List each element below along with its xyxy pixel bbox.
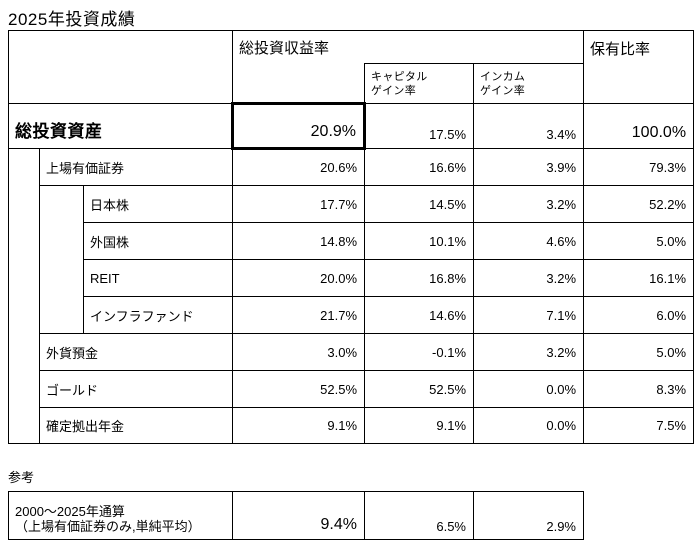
indent-spacer-level2 xyxy=(39,185,84,334)
income-gain-label-line2: ゲイン率 xyxy=(480,84,525,97)
header-cell-total-return: 総投資収益率 xyxy=(232,30,585,64)
cell-total-return-value: 20.0% xyxy=(232,259,366,297)
table-row-reit: REIT 20.0% 16.8% 3.2% 16.1% xyxy=(9,259,695,297)
page-title: 2025年投資成績 xyxy=(8,10,136,29)
cell-total-return-value: 21.7% xyxy=(232,296,366,334)
cell-label: 日本株 xyxy=(82,185,234,223)
header-cell-empty xyxy=(7,30,234,104)
table-row-listed-securities: 上場有価証券 20.6% 16.6% 3.9% 79.3% xyxy=(8,148,695,444)
header-cell-income-gain: インカム ゲイン率 xyxy=(473,63,585,104)
header-cell-holding-ratio: 保有比率 xyxy=(583,30,695,104)
table-row-foreign-stocks: 外国株 14.8% 10.1% 4.6% 5.0% xyxy=(9,222,695,260)
capital-gain-label-line2: ゲイン率 xyxy=(371,84,416,97)
reference-heading: 参考 xyxy=(8,470,35,485)
cell-holding-ratio-value: 52.2% xyxy=(583,185,695,223)
cell-holding-ratio-value: 16.1% xyxy=(583,259,695,297)
cell-label: 外国株 xyxy=(82,222,234,260)
cell-capital-gain-value: 16.8% xyxy=(364,259,475,297)
cell-label: 確定拠出年金 xyxy=(38,407,234,444)
table-row-gold: ゴールド 52.5% 52.5% 0.0% 8.3% xyxy=(9,370,695,408)
header-row-1: 総投資収益率 保有比率 xyxy=(7,30,695,104)
cell-income-gain-value: 3.2% xyxy=(473,185,585,223)
reference-capital-gain-value: 6.5% xyxy=(364,491,474,540)
reference-row: 2000〜2025年通算 （上場有価証券のみ,単純平均） 9.4% 6.5% 2… xyxy=(8,491,584,540)
table-row-japanese-stocks: 日本株 17.7% 14.5% 3.2% 52.2% xyxy=(9,185,695,334)
cell-holding-ratio-value: 5.0% xyxy=(583,222,695,260)
cell-total-return-value: 52.5% xyxy=(232,370,366,408)
table-row-defined-contribution-pension: 確定拠出年金 9.1% 9.1% 0.0% 7.5% xyxy=(9,407,695,444)
indent-spacer-level1 xyxy=(8,148,40,444)
cell-total-return-value: 20.6% xyxy=(232,148,366,186)
cell-capital-gain-value: 14.5% xyxy=(364,185,475,223)
cell-total-return-value: 20.9% xyxy=(231,102,367,150)
cell-capital-gain-value: 16.6% xyxy=(364,148,475,186)
reference-label-line2: （上場有価証券のみ,単純平均） xyxy=(15,519,201,534)
cell-capital-gain-value: 10.1% xyxy=(364,222,475,260)
table-row-foreign-currency-deposits: 外貨預金 3.0% -0.1% 3.2% 5.0% xyxy=(9,333,695,371)
cell-total-return-value: 9.1% xyxy=(232,407,366,444)
cell-label: 上場有価証券 xyxy=(38,148,234,186)
cell-capital-gain-value: 52.5% xyxy=(364,370,475,408)
cell-holding-ratio-value: 8.3% xyxy=(583,370,695,408)
cell-income-gain-value: 3.2% xyxy=(473,333,585,371)
cell-capital-gain-value: 9.1% xyxy=(364,407,475,444)
reference-total-return-value: 9.4% xyxy=(232,491,365,540)
header-cell-total-return-sub xyxy=(232,63,366,104)
income-gain-label-line1: インカム xyxy=(480,70,526,83)
cell-label: ゴールド xyxy=(38,370,234,408)
cell-label: 外貨預金 xyxy=(38,333,234,371)
cell-income-gain-value: 3.4% xyxy=(473,103,585,149)
cell-income-gain-value: 7.1% xyxy=(473,296,585,334)
cell-capital-gain-value: 17.5% xyxy=(364,103,475,149)
reference-table: 2000〜2025年通算 （上場有価証券のみ,単純平均） 9.4% 6.5% 2… xyxy=(8,491,584,540)
cell-capital-gain-value: 14.6% xyxy=(364,296,475,334)
cell-total-return-value: 3.0% xyxy=(232,333,366,371)
cell-holding-ratio-value: 100.0% xyxy=(583,103,695,149)
reference-income-gain-value: 2.9% xyxy=(473,491,584,540)
cell-holding-ratio-value: 7.5% xyxy=(583,407,695,444)
reference-label: 2000〜2025年通算 （上場有価証券のみ,単純平均） xyxy=(8,491,233,540)
investment-results-table: 総投資収益率 保有比率 キャピタル ゲイン率 インカム ゲイン率 総投資資産 2… xyxy=(7,30,695,444)
cell-total-return-value: 17.7% xyxy=(232,185,366,223)
header-cell-capital-gain: キャピタル ゲイン率 xyxy=(364,63,475,104)
table-row-infrastructure-fund: インフラファンド 21.7% 14.6% 7.1% 6.0% xyxy=(9,296,695,334)
cell-capital-gain-value: -0.1% xyxy=(364,333,475,371)
reference-label-line1: 2000〜2025年通算 xyxy=(15,504,125,519)
cell-total-return-value: 14.8% xyxy=(232,222,366,260)
cell-label: 総投資資産 xyxy=(7,103,234,149)
cell-income-gain-value: 3.2% xyxy=(473,259,585,297)
table-row-total-assets: 総投資資産 20.9% 17.5% 3.4% 100.0% xyxy=(7,102,695,150)
cell-income-gain-value: 0.0% xyxy=(473,370,585,408)
cell-income-gain-value: 3.9% xyxy=(473,148,585,186)
cell-holding-ratio-value: 6.0% xyxy=(583,296,695,334)
cell-holding-ratio-value: 5.0% xyxy=(583,333,695,371)
cell-holding-ratio-value: 79.3% xyxy=(583,148,695,186)
capital-gain-label-line1: キャピタル xyxy=(371,70,428,83)
cell-label: インフラファンド xyxy=(82,296,234,334)
cell-label: REIT xyxy=(82,259,234,297)
cell-income-gain-value: 4.6% xyxy=(473,222,585,260)
cell-income-gain-value: 0.0% xyxy=(473,407,585,444)
